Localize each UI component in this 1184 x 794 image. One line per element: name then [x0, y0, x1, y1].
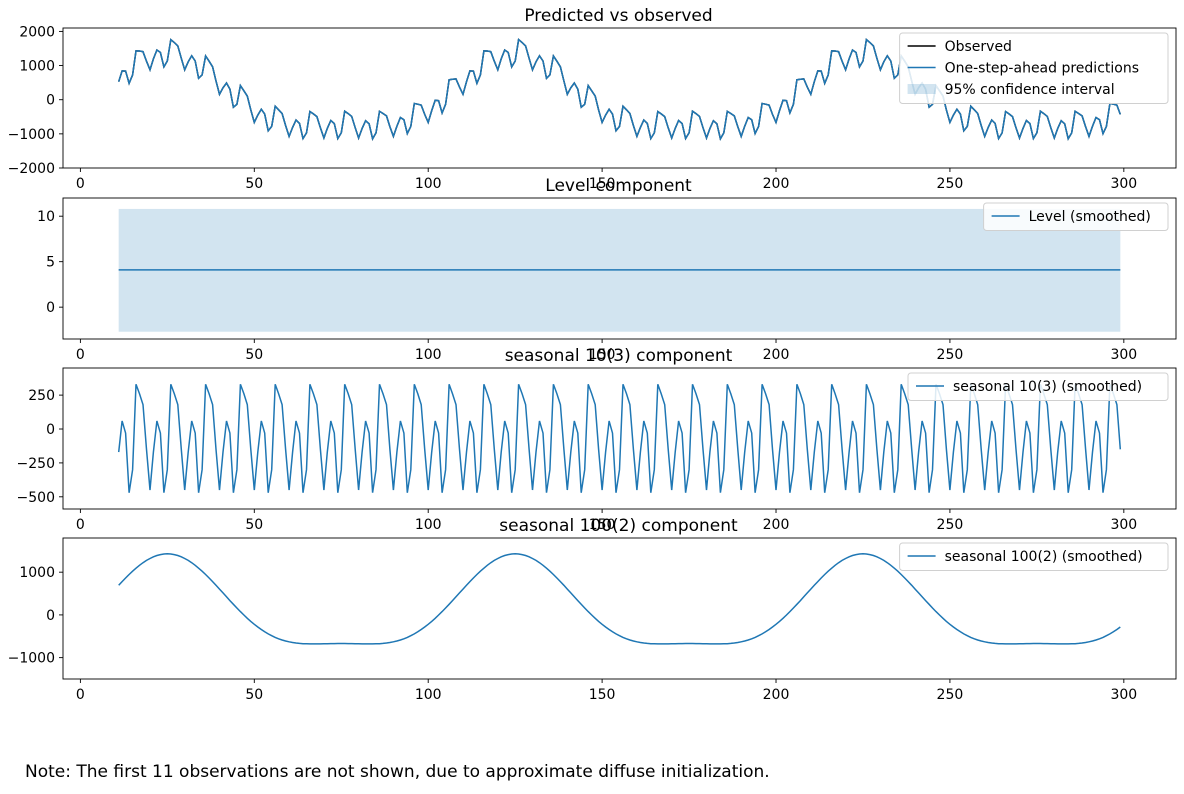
y-tick-label: −500	[17, 490, 55, 506]
series-seasonal-10	[117, 384, 1122, 493]
x-tick-label: 0	[76, 176, 85, 192]
x-tick-label: 0	[76, 687, 85, 703]
y-tick-label: 0	[46, 608, 55, 624]
legend: seasonal 100(2) (smoothed)	[899, 542, 1169, 571]
legend: Level (smoothed)	[983, 202, 1169, 231]
x-tick-label: 300	[1110, 517, 1137, 533]
legend-label: seasonal 10(3) (smoothed)	[953, 379, 1142, 395]
legend-box	[899, 32, 1169, 104]
legend-label: Observed	[945, 39, 1012, 55]
y-tick-label: 1000	[19, 565, 55, 581]
x-tick-label: 200	[763, 176, 790, 192]
y-tick-label: 250	[28, 388, 55, 404]
y-tick-label: 0	[46, 422, 55, 438]
footnote: Note: The first 11 observations are not …	[25, 762, 770, 782]
series-seasonal-100	[118, 553, 1121, 645]
chart-title: seasonal 100(2) component	[499, 516, 738, 536]
x-tick-label: 0	[76, 347, 85, 363]
x-tick-label: 300	[1110, 347, 1137, 363]
x-tick-label: 100	[415, 176, 442, 192]
y-tick-label: −2000	[8, 161, 55, 177]
y-tick-label: 1000	[19, 59, 55, 75]
x-tick-label: 50	[245, 687, 263, 703]
y-tick-label: −1000	[8, 127, 55, 143]
x-tick-label: 200	[763, 347, 790, 363]
x-tick-label: 150	[589, 517, 616, 533]
legend-label: seasonal 100(2) (smoothed)	[945, 549, 1143, 565]
x-tick-label: 200	[763, 687, 790, 703]
y-tick-label: 10	[37, 209, 55, 225]
legend-label: Level (smoothed)	[1029, 209, 1151, 225]
x-tick-label: 300	[1110, 176, 1137, 192]
legend-box	[907, 372, 1169, 401]
x-tick-label: 150	[589, 687, 616, 703]
x-tick-label: 0	[76, 517, 85, 533]
x-tick-label: 250	[937, 347, 964, 363]
panel-2: 0 50 100 150 200 250 300 0 5 10 Level component Lev…	[37, 176, 1177, 363]
chart-title: seasonal 10(3) component	[505, 346, 733, 366]
axes-frame	[62, 367, 1177, 510]
x-tick-label: 50	[245, 176, 263, 192]
panel-1: 0 50 100 150 200 250 300 −2000 −1000 0 1000 2000 Pre…	[8, 6, 1177, 192]
y-tick-label: −250	[17, 456, 55, 472]
legend-box	[899, 542, 1169, 571]
y-tick-label: 0	[46, 300, 55, 316]
plot-area-3	[117, 384, 1122, 493]
x-tick-label: 250	[937, 687, 964, 703]
axes-frame	[62, 537, 1177, 680]
panel-3: 0 50 100 150 200 250 300 −500 −250 0 250 seasonal 1…	[17, 346, 1177, 533]
chart-title: Predicted vs observed	[524, 6, 712, 26]
x-tick-label: 100	[415, 347, 442, 363]
y-tick-label: 5	[46, 255, 55, 271]
x-tick-label: 50	[245, 517, 263, 533]
x-tick-label: 50	[245, 347, 263, 363]
series-predictions	[117, 38, 1122, 141]
axes-frame	[62, 197, 1177, 340]
x-tick-label: 200	[763, 517, 790, 533]
chart-title: Level component	[545, 176, 692, 196]
x-tick-label: 250	[937, 517, 964, 533]
legend-swatch	[907, 84, 936, 94]
y-tick-label: 2000	[19, 24, 55, 40]
x-tick-label: 300	[1110, 687, 1137, 703]
y-tick-label: −1000	[8, 651, 55, 667]
legend-label: 95% confidence interval	[945, 82, 1115, 98]
plot-area-2	[118, 208, 1121, 332]
plot-area-1	[117, 38, 1122, 141]
plot-area-4	[118, 553, 1121, 645]
x-tick-label: 100	[415, 687, 442, 703]
legend-box	[983, 202, 1169, 231]
legend: Observed One-step-ahead predictions 95% co…	[899, 32, 1169, 104]
x-tick-label: 250	[937, 176, 964, 192]
x-tick-label: 100	[415, 517, 442, 533]
legend-label: One-step-ahead predictions	[945, 61, 1139, 77]
legend: seasonal 10(3) (smoothed)	[907, 372, 1169, 401]
y-tick-label: 0	[46, 93, 55, 109]
axes-frame	[62, 27, 1177, 169]
x-tick-label: 150	[589, 347, 616, 363]
x-tick-label: 150	[589, 176, 616, 192]
